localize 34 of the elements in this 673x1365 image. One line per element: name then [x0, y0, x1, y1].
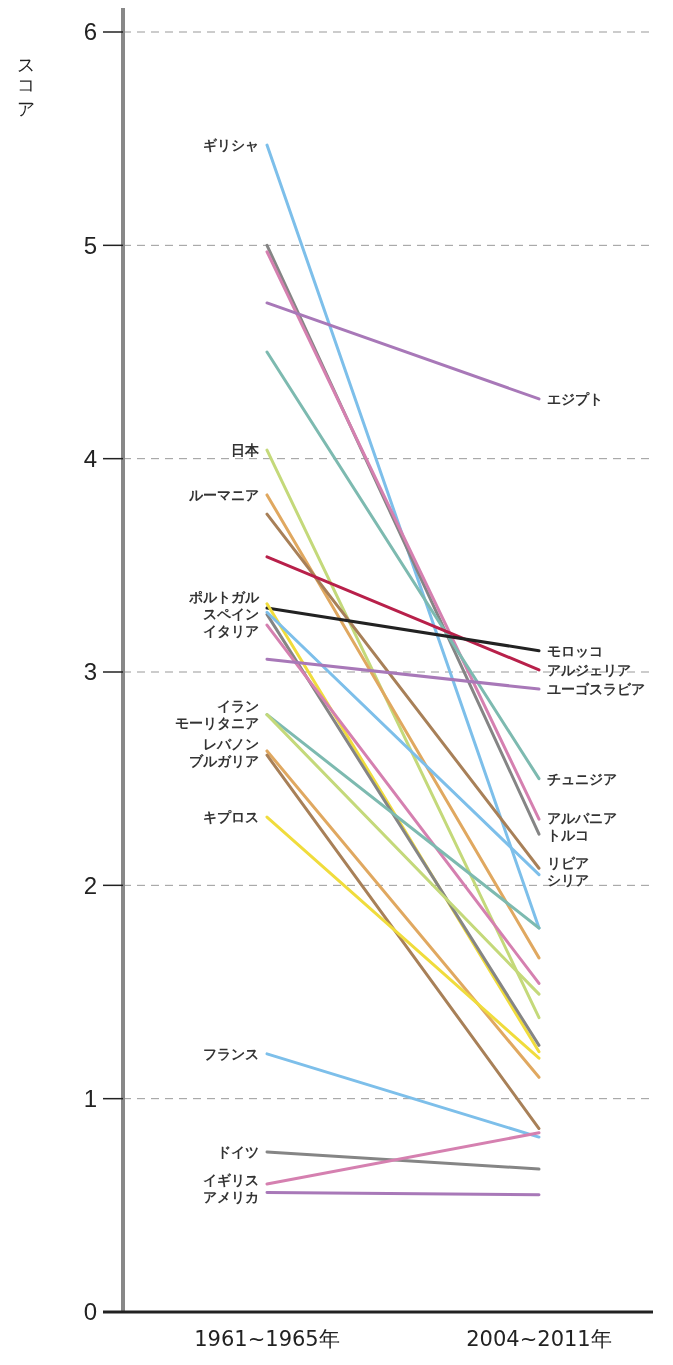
annotation: スペイン — [203, 606, 259, 623]
annotation: シリア — [547, 871, 589, 888]
annotation: アメリカ — [203, 1188, 259, 1205]
y-tick-label: 4 — [83, 445, 97, 473]
y-tick-label: 5 — [83, 231, 97, 259]
x-tick-label: 2004~2011年 — [466, 1327, 612, 1351]
annotation: ポルトガル — [188, 589, 260, 606]
y-tick-label: 3 — [83, 658, 97, 686]
annotation: ギリシャ — [203, 136, 259, 153]
y-tick-label: 0 — [83, 1298, 97, 1326]
annotation: チュニジア — [547, 770, 617, 787]
annotation: イギリス — [203, 1171, 259, 1188]
y-tick-label: 1 — [83, 1085, 97, 1113]
annotation: リビア — [547, 854, 589, 871]
annotation: レバノン — [203, 736, 259, 753]
y-tick-label: 2 — [83, 871, 97, 899]
annotation: ルーマニア — [188, 486, 259, 503]
annotation: キプロス — [203, 808, 259, 825]
annotation: フランス — [203, 1045, 259, 1062]
annotation: アルジェリア — [547, 661, 631, 678]
annotation: イタリア — [203, 623, 259, 640]
y-axis-title: スコア — [15, 48, 37, 117]
x-tick-label: 1961~1965年 — [194, 1327, 340, 1351]
annotation: モーリタニア — [175, 715, 259, 732]
annotation: アルバニア — [547, 810, 617, 827]
annotation: イラン — [217, 698, 259, 715]
annotation: エジプト — [547, 390, 603, 407]
annotation: トルコ — [547, 827, 589, 844]
annotation: ブルガリア — [189, 753, 259, 770]
annotation: 日本 — [231, 442, 260, 459]
annotation: モロッコ — [547, 642, 603, 659]
annotation: ユーゴスラビア — [547, 680, 645, 697]
annotation: ドイツ — [217, 1143, 259, 1160]
y-tick-label: 6 — [83, 18, 97, 46]
